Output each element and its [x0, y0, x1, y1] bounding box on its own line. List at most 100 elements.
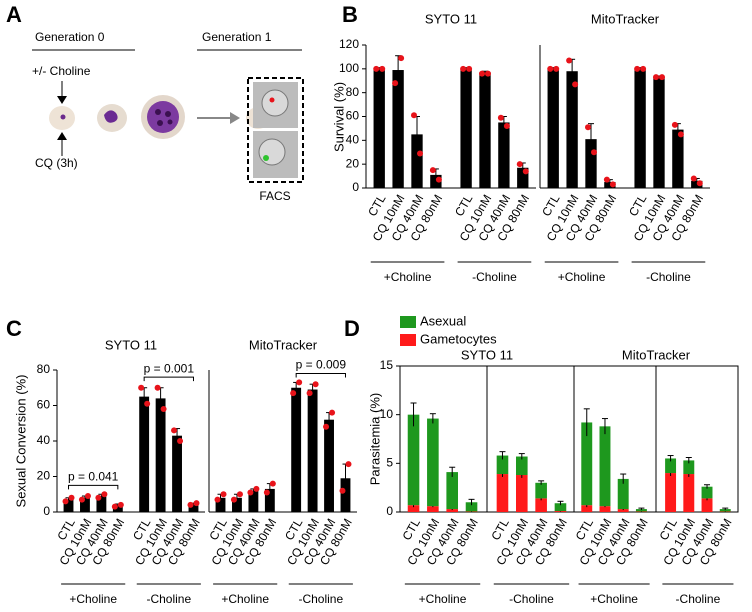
bar — [585, 139, 597, 188]
replicate-point — [696, 180, 703, 187]
bar — [392, 70, 404, 188]
replicate-point — [547, 65, 554, 72]
replicate-point — [609, 181, 616, 188]
replicate-point — [247, 489, 254, 496]
replicate-point — [95, 494, 102, 501]
bar-segment — [535, 498, 547, 512]
diagram: Generation 0 Generation 1 +/- Choline CQ… — [32, 30, 304, 203]
bar — [96, 496, 107, 512]
replicate-point — [84, 493, 91, 500]
p-value: p = 0.001 — [144, 361, 195, 375]
group-label: -Choline — [472, 270, 517, 284]
replicate-point — [263, 489, 270, 496]
replicate-point — [269, 480, 276, 487]
panel-title: MitoTracker — [249, 337, 318, 352]
replicate-point — [62, 498, 69, 505]
replicate-point — [101, 491, 108, 498]
panel-label: C — [6, 316, 22, 341]
bar — [172, 435, 182, 512]
bar-segment — [617, 509, 629, 512]
replicate-point — [460, 65, 467, 72]
bar-segment — [581, 422, 593, 506]
replicate-point — [417, 150, 423, 157]
group-label: +Choline — [590, 592, 638, 606]
bar — [215, 497, 226, 512]
bar — [112, 504, 123, 512]
replicate-point — [553, 65, 560, 72]
group-label: -Choline — [676, 592, 721, 606]
bar-segment — [683, 460, 695, 475]
replicate-point — [154, 384, 161, 391]
bar-segment — [427, 418, 439, 507]
replicate-point — [435, 176, 442, 183]
bar-segment — [701, 486, 713, 499]
bar-segment — [599, 426, 611, 507]
group-label: +Choline — [558, 270, 606, 284]
y-axis-label: Sexual Conversion (%) — [13, 375, 28, 508]
replicate-point — [479, 70, 485, 77]
replicate-point — [398, 55, 405, 62]
bar-segment — [719, 509, 731, 512]
p-value: p = 0.009 — [296, 358, 347, 372]
bar — [232, 497, 242, 512]
y-axis-label: Parasitemia (%) — [367, 393, 382, 485]
replicate-point — [345, 461, 352, 468]
bar — [634, 68, 646, 188]
panel-title: SYTO 11 — [425, 11, 477, 26]
replicate-point — [339, 487, 346, 494]
bar-segment — [617, 478, 629, 510]
significance-bracket — [143, 376, 194, 382]
replicate-point — [392, 80, 399, 87]
legend-swatch — [400, 334, 416, 346]
bar — [248, 490, 259, 512]
bar — [340, 478, 351, 512]
group-label: -Choline — [646, 270, 691, 284]
replicate-point — [230, 496, 237, 503]
replicate-point — [585, 124, 591, 131]
replicate-point — [671, 121, 678, 128]
replicate-point — [497, 114, 504, 121]
replicate-point — [690, 175, 697, 182]
replicate-point — [312, 381, 319, 388]
replicate-point — [253, 485, 260, 492]
y-tick-label: 10 — [380, 407, 394, 421]
bar-segment — [407, 505, 420, 512]
significance-bracket — [68, 484, 119, 490]
bar — [139, 396, 150, 512]
bar-segment — [535, 482, 547, 499]
replicate-point — [373, 65, 380, 72]
y-tick-label: 0 — [386, 504, 393, 518]
bar-segment — [554, 503, 567, 512]
replicate-point — [160, 406, 167, 413]
replicate-point — [411, 112, 417, 119]
bar — [264, 488, 275, 512]
replicate-point — [329, 409, 336, 416]
bar — [430, 174, 442, 188]
replicate-point — [117, 501, 124, 508]
replicate-point — [323, 423, 330, 430]
replicate-point — [171, 427, 178, 434]
y-tick-label: 0 — [352, 180, 359, 194]
replicate-point — [138, 384, 145, 391]
replicate-point — [503, 123, 510, 130]
replicate-point — [78, 496, 85, 503]
bar — [460, 68, 472, 188]
bar — [324, 419, 334, 512]
bar-segment — [407, 414, 420, 506]
bar — [188, 504, 199, 512]
y-tick-label: 60 — [37, 398, 51, 412]
panel-label: A — [6, 2, 22, 27]
label: +/- Choline — [32, 64, 91, 78]
replicate-point — [214, 496, 221, 503]
replicate-point — [296, 379, 303, 386]
label: Generation 1 — [202, 30, 272, 44]
bar-segment — [496, 455, 509, 475]
group-label: -Choline — [146, 592, 191, 606]
replicate-point — [68, 494, 75, 501]
y-tick-label: 40 — [346, 133, 360, 147]
bar — [566, 71, 578, 188]
replicate-point — [187, 501, 194, 508]
y-tick-label: 60 — [346, 109, 360, 123]
replicate-point — [220, 491, 227, 498]
bar — [604, 182, 616, 188]
